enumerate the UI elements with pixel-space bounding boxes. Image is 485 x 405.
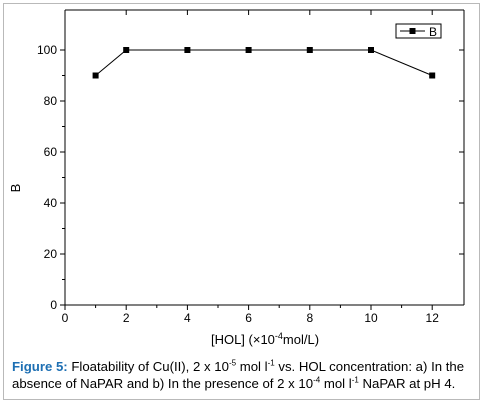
legend: B xyxy=(395,23,442,39)
x-tick-label: 10 xyxy=(364,311,378,325)
x-tick-label: 4 xyxy=(184,311,191,325)
caption-sup-3: -4 xyxy=(313,375,321,385)
y-tick-label: 100 xyxy=(37,43,57,57)
y-tick-label: 40 xyxy=(44,196,58,210)
x-axis-label-exponent: -4 xyxy=(275,331,283,341)
x-axis-label-main: [HOL] (×10 xyxy=(211,332,275,347)
caption-text-4: mol l xyxy=(320,376,352,391)
figure-caption: Figure 5: Floatability of Cu(II), 2 x 10… xyxy=(12,358,474,392)
caption-text-3: vs. HOL concentration: a) In the absence… xyxy=(12,359,465,391)
x-axis-label: [HOL] (×10-4mol/L) xyxy=(211,331,319,347)
caption-text-5: NaPAR at pH 4. xyxy=(358,376,456,391)
x-tick-label: 12 xyxy=(426,311,440,325)
x-tick-label: 0 xyxy=(62,311,69,325)
caption-sup-1: -5 xyxy=(228,358,237,368)
caption-text-1: Floatability of Cu(II), 2 x 10 xyxy=(67,359,229,374)
x-tick-label: 2 xyxy=(123,311,130,325)
y-tick-label: 80 xyxy=(44,94,58,108)
data-point xyxy=(429,72,436,79)
x-tick-label: 6 xyxy=(245,311,252,325)
y-tick-label: 0 xyxy=(50,298,57,312)
series-b xyxy=(92,47,436,79)
caption-sup-2: -1 xyxy=(267,358,275,368)
series-line xyxy=(95,49,433,76)
legend-marker xyxy=(409,28,416,34)
data-point xyxy=(306,47,313,53)
data-point xyxy=(245,47,252,53)
data-point xyxy=(368,47,374,53)
data-point xyxy=(92,72,99,79)
y-tick-label: 20 xyxy=(44,247,58,261)
data-point xyxy=(123,47,130,53)
legend-label: B xyxy=(429,25,437,39)
axis-ticks: 0 2 4 6 8 10 12 0 20 40 60 80 100 xyxy=(37,10,464,325)
x-tick-label: 8 xyxy=(306,311,313,325)
caption-sup-4: -1 xyxy=(351,375,359,385)
data-point xyxy=(184,47,191,53)
y-axis-label: B xyxy=(8,184,23,193)
y-tick-label: 60 xyxy=(44,145,58,159)
axes xyxy=(64,9,465,306)
caption-text-2: mol l xyxy=(236,359,268,374)
line-chart: 0 2 4 6 8 10 12 0 20 40 60 80 100 B B [HOL] (×10-4mo… xyxy=(8,9,465,347)
figure-frame xyxy=(3,3,480,400)
figure-caption-label: Figure 5: xyxy=(12,359,68,374)
x-axis-label-unit: mol/L) xyxy=(283,332,319,347)
